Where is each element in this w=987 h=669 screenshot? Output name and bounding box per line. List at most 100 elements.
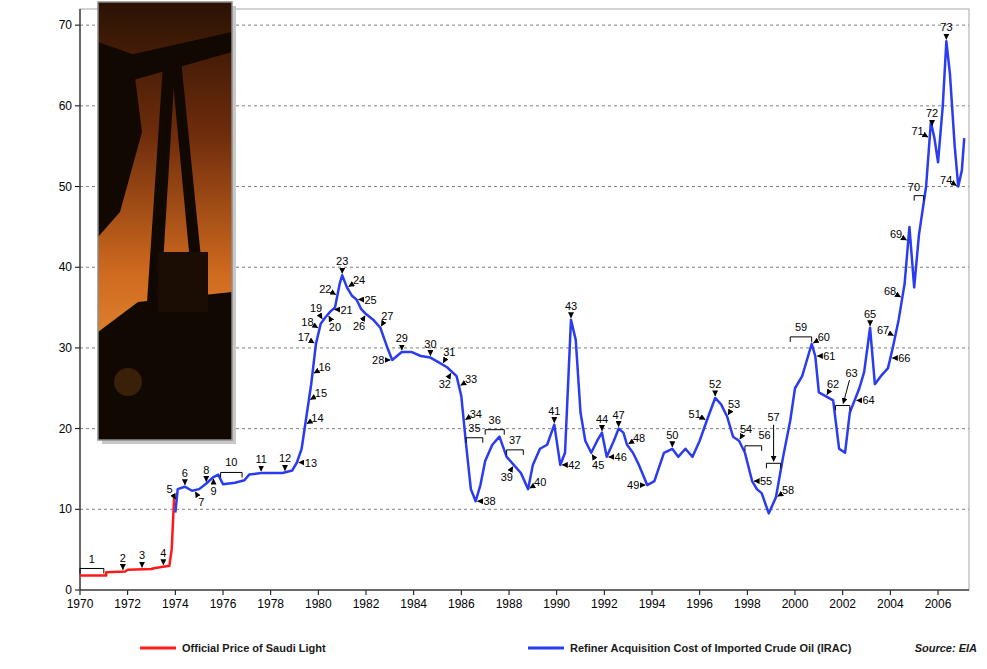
x-tick xyxy=(747,590,748,595)
annotation-arrow xyxy=(740,436,742,439)
annotation-bracket xyxy=(507,450,524,455)
y-tick-label: 20 xyxy=(59,422,73,436)
annotation-label: 26 xyxy=(353,320,365,332)
annotation-label: 24 xyxy=(353,274,365,286)
legend-swatch xyxy=(528,647,564,650)
annotation-label: 72 xyxy=(926,107,938,119)
annotation-arrow xyxy=(478,501,482,502)
annotation-bracket xyxy=(80,568,104,573)
annotation-arrow xyxy=(195,492,197,495)
annotation-label: 62 xyxy=(827,378,839,390)
x-tick xyxy=(80,590,81,595)
annotation-label: 58 xyxy=(782,484,794,496)
legend: Official Price of Saudi Light Refiner Acq… xyxy=(140,642,852,654)
annotation-label: 15 xyxy=(315,387,327,399)
y-tick-label: 0 xyxy=(65,583,72,597)
annotation-label: 60 xyxy=(818,331,830,343)
annotation-label: 29 xyxy=(396,332,408,344)
annotation-arrow xyxy=(299,462,303,463)
annotation-arrow xyxy=(827,392,829,395)
annotation-label: 65 xyxy=(864,308,876,320)
legend-label: Official Price of Saudi Light xyxy=(182,642,326,654)
x-tick-label: 1972 xyxy=(114,597,141,611)
y-tick xyxy=(75,186,80,187)
annotation-label: 9 xyxy=(210,485,216,497)
annotation-arrow xyxy=(163,560,164,565)
chart: 0102030405060701970197219741976197819801… xyxy=(0,0,987,669)
annotation-bracket xyxy=(745,446,762,451)
annotation-label: 41 xyxy=(548,405,560,417)
x-tick-label: 1992 xyxy=(591,597,618,611)
annotation-label: 55 xyxy=(760,475,772,487)
annotation-label: 17 xyxy=(298,331,310,343)
annotation-label: 19 xyxy=(310,302,322,314)
x-tick-label: 1984 xyxy=(400,597,427,611)
annotation-label: 50 xyxy=(666,429,678,441)
annotation-arrow xyxy=(312,342,314,343)
annotation-label: 73 xyxy=(940,21,952,33)
annotation-bracket xyxy=(221,472,242,477)
x-tick xyxy=(509,590,510,595)
annotation-arrow xyxy=(359,299,363,300)
annotation-arrow xyxy=(898,296,900,297)
x-tick xyxy=(938,590,939,595)
y-tick-label: 30 xyxy=(59,341,73,355)
annotations: 1234567891011121314151617181920212223242… xyxy=(80,21,957,573)
annotation-arrow xyxy=(174,496,176,499)
annotation-label: 47 xyxy=(612,409,624,421)
annotation-arrow xyxy=(904,239,906,240)
annotation-arrow xyxy=(609,456,613,457)
annotation-label: 74 xyxy=(940,174,952,186)
annotation-label: 3 xyxy=(139,549,145,561)
x-tick-label: 1982 xyxy=(353,597,380,611)
annotation-arrow xyxy=(554,418,555,423)
photo-ground xyxy=(98,292,232,440)
annotation-arrow xyxy=(311,398,313,399)
annotation-bracket xyxy=(914,196,924,201)
annotation-arrow xyxy=(261,467,262,472)
x-tick-label: 1990 xyxy=(543,597,570,611)
annotation-arrow xyxy=(401,346,402,351)
annotation-arrow xyxy=(307,422,309,423)
annotation-label: 32 xyxy=(439,378,451,390)
annotation-label: 16 xyxy=(318,361,330,373)
source-note: Source: EIA xyxy=(915,642,977,654)
annotation-label: 10 xyxy=(225,456,237,468)
annotation-arrow xyxy=(142,563,143,568)
x-tick xyxy=(604,590,605,595)
legend-label: Refiner Acquisition Cost of Imported Cru… xyxy=(570,642,852,654)
x-axis xyxy=(80,590,969,591)
annotation-label: 57 xyxy=(767,411,779,423)
annotation-label: 52 xyxy=(709,378,721,390)
annotation-label: 70 xyxy=(908,181,920,193)
annotation-arrow xyxy=(122,565,123,570)
annotation-bracket xyxy=(485,430,504,435)
annotation-label: 20 xyxy=(329,321,341,333)
annotation-label: 22 xyxy=(319,283,331,295)
annotation-arrow xyxy=(672,442,673,447)
x-tick xyxy=(318,590,319,595)
annotation-arrow xyxy=(773,425,774,462)
annotation-label: 33 xyxy=(465,373,477,385)
annotation-label: 18 xyxy=(301,316,313,328)
annotation-label: 27 xyxy=(381,310,393,322)
annotation-label: 28 xyxy=(372,354,384,366)
annotation-arrow xyxy=(618,422,619,427)
annotation-arrow xyxy=(932,121,933,126)
annotation-label: 59 xyxy=(795,321,807,333)
annotation-arrow xyxy=(813,342,815,343)
x-tick-label: 2000 xyxy=(782,597,809,611)
x-tick xyxy=(890,590,891,595)
annotation-label: 25 xyxy=(364,294,376,306)
annotation-arrow xyxy=(754,481,758,482)
x-tick xyxy=(413,590,414,595)
y-tick-label: 40 xyxy=(59,260,73,274)
annotation-arrow xyxy=(954,184,956,185)
annotation-label: 63 xyxy=(845,367,857,379)
annotation-arrow xyxy=(461,384,463,385)
annotation-arrow xyxy=(206,477,207,482)
x-tick-label: 2002 xyxy=(829,597,856,611)
annotation-label: 11 xyxy=(255,453,266,465)
grid-line xyxy=(80,509,969,510)
annotation-bracket xyxy=(766,463,780,468)
